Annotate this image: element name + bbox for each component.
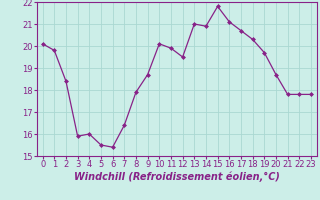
X-axis label: Windchill (Refroidissement éolien,°C): Windchill (Refroidissement éolien,°C) — [74, 172, 280, 182]
